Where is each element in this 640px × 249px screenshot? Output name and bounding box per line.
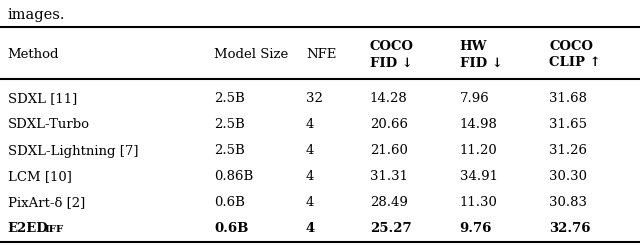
Text: 14.28: 14.28 bbox=[370, 92, 408, 106]
Text: 30.83: 30.83 bbox=[549, 196, 587, 209]
Text: 20.66: 20.66 bbox=[370, 119, 408, 131]
Text: COCO: COCO bbox=[549, 41, 593, 54]
Text: 4: 4 bbox=[306, 171, 314, 184]
Text: 31.68: 31.68 bbox=[549, 92, 587, 106]
Text: 0.86B: 0.86B bbox=[214, 171, 253, 184]
Text: images.: images. bbox=[8, 8, 65, 22]
Text: 4: 4 bbox=[306, 223, 315, 236]
Text: PixArt-δ [2]: PixArt-δ [2] bbox=[8, 196, 85, 209]
Text: 4: 4 bbox=[306, 144, 314, 158]
Text: 9.76: 9.76 bbox=[460, 223, 492, 236]
Text: 32: 32 bbox=[306, 92, 323, 106]
Text: 2.5B: 2.5B bbox=[214, 92, 245, 106]
Text: 25.27: 25.27 bbox=[370, 223, 412, 236]
Text: NFE: NFE bbox=[306, 49, 336, 62]
Text: 4: 4 bbox=[306, 119, 314, 131]
Text: SDXL-Turbo: SDXL-Turbo bbox=[8, 119, 90, 131]
Text: HW: HW bbox=[460, 41, 487, 54]
Text: 31.26: 31.26 bbox=[549, 144, 587, 158]
Text: 0.6B: 0.6B bbox=[214, 196, 245, 209]
Text: 14.98: 14.98 bbox=[460, 119, 497, 131]
Text: Model Size: Model Size bbox=[214, 49, 289, 62]
Text: 11.30: 11.30 bbox=[460, 196, 497, 209]
Text: LCM [10]: LCM [10] bbox=[8, 171, 72, 184]
Text: IFF: IFF bbox=[45, 225, 64, 234]
Text: FID ↓: FID ↓ bbox=[460, 57, 502, 69]
Text: 30.30: 30.30 bbox=[549, 171, 587, 184]
Text: FID ↓: FID ↓ bbox=[370, 57, 413, 69]
Text: 2.5B: 2.5B bbox=[214, 144, 245, 158]
Text: CLIP ↑: CLIP ↑ bbox=[549, 57, 601, 69]
Text: 34.91: 34.91 bbox=[460, 171, 497, 184]
Text: 28.49: 28.49 bbox=[370, 196, 408, 209]
Text: 31.65: 31.65 bbox=[549, 119, 587, 131]
Text: SDXL [11]: SDXL [11] bbox=[8, 92, 77, 106]
Text: 7.96: 7.96 bbox=[460, 92, 489, 106]
Text: 2.5B: 2.5B bbox=[214, 119, 245, 131]
Text: 0.6B: 0.6B bbox=[214, 223, 249, 236]
Text: COCO: COCO bbox=[370, 41, 414, 54]
Text: 11.20: 11.20 bbox=[460, 144, 497, 158]
Text: 4: 4 bbox=[306, 196, 314, 209]
Text: 32.76: 32.76 bbox=[549, 223, 591, 236]
Text: 31.31: 31.31 bbox=[370, 171, 408, 184]
Text: Method: Method bbox=[8, 49, 59, 62]
Text: SDXL-Lightning [7]: SDXL-Lightning [7] bbox=[8, 144, 138, 158]
Text: E2ED: E2ED bbox=[8, 223, 49, 236]
Text: 21.60: 21.60 bbox=[370, 144, 408, 158]
